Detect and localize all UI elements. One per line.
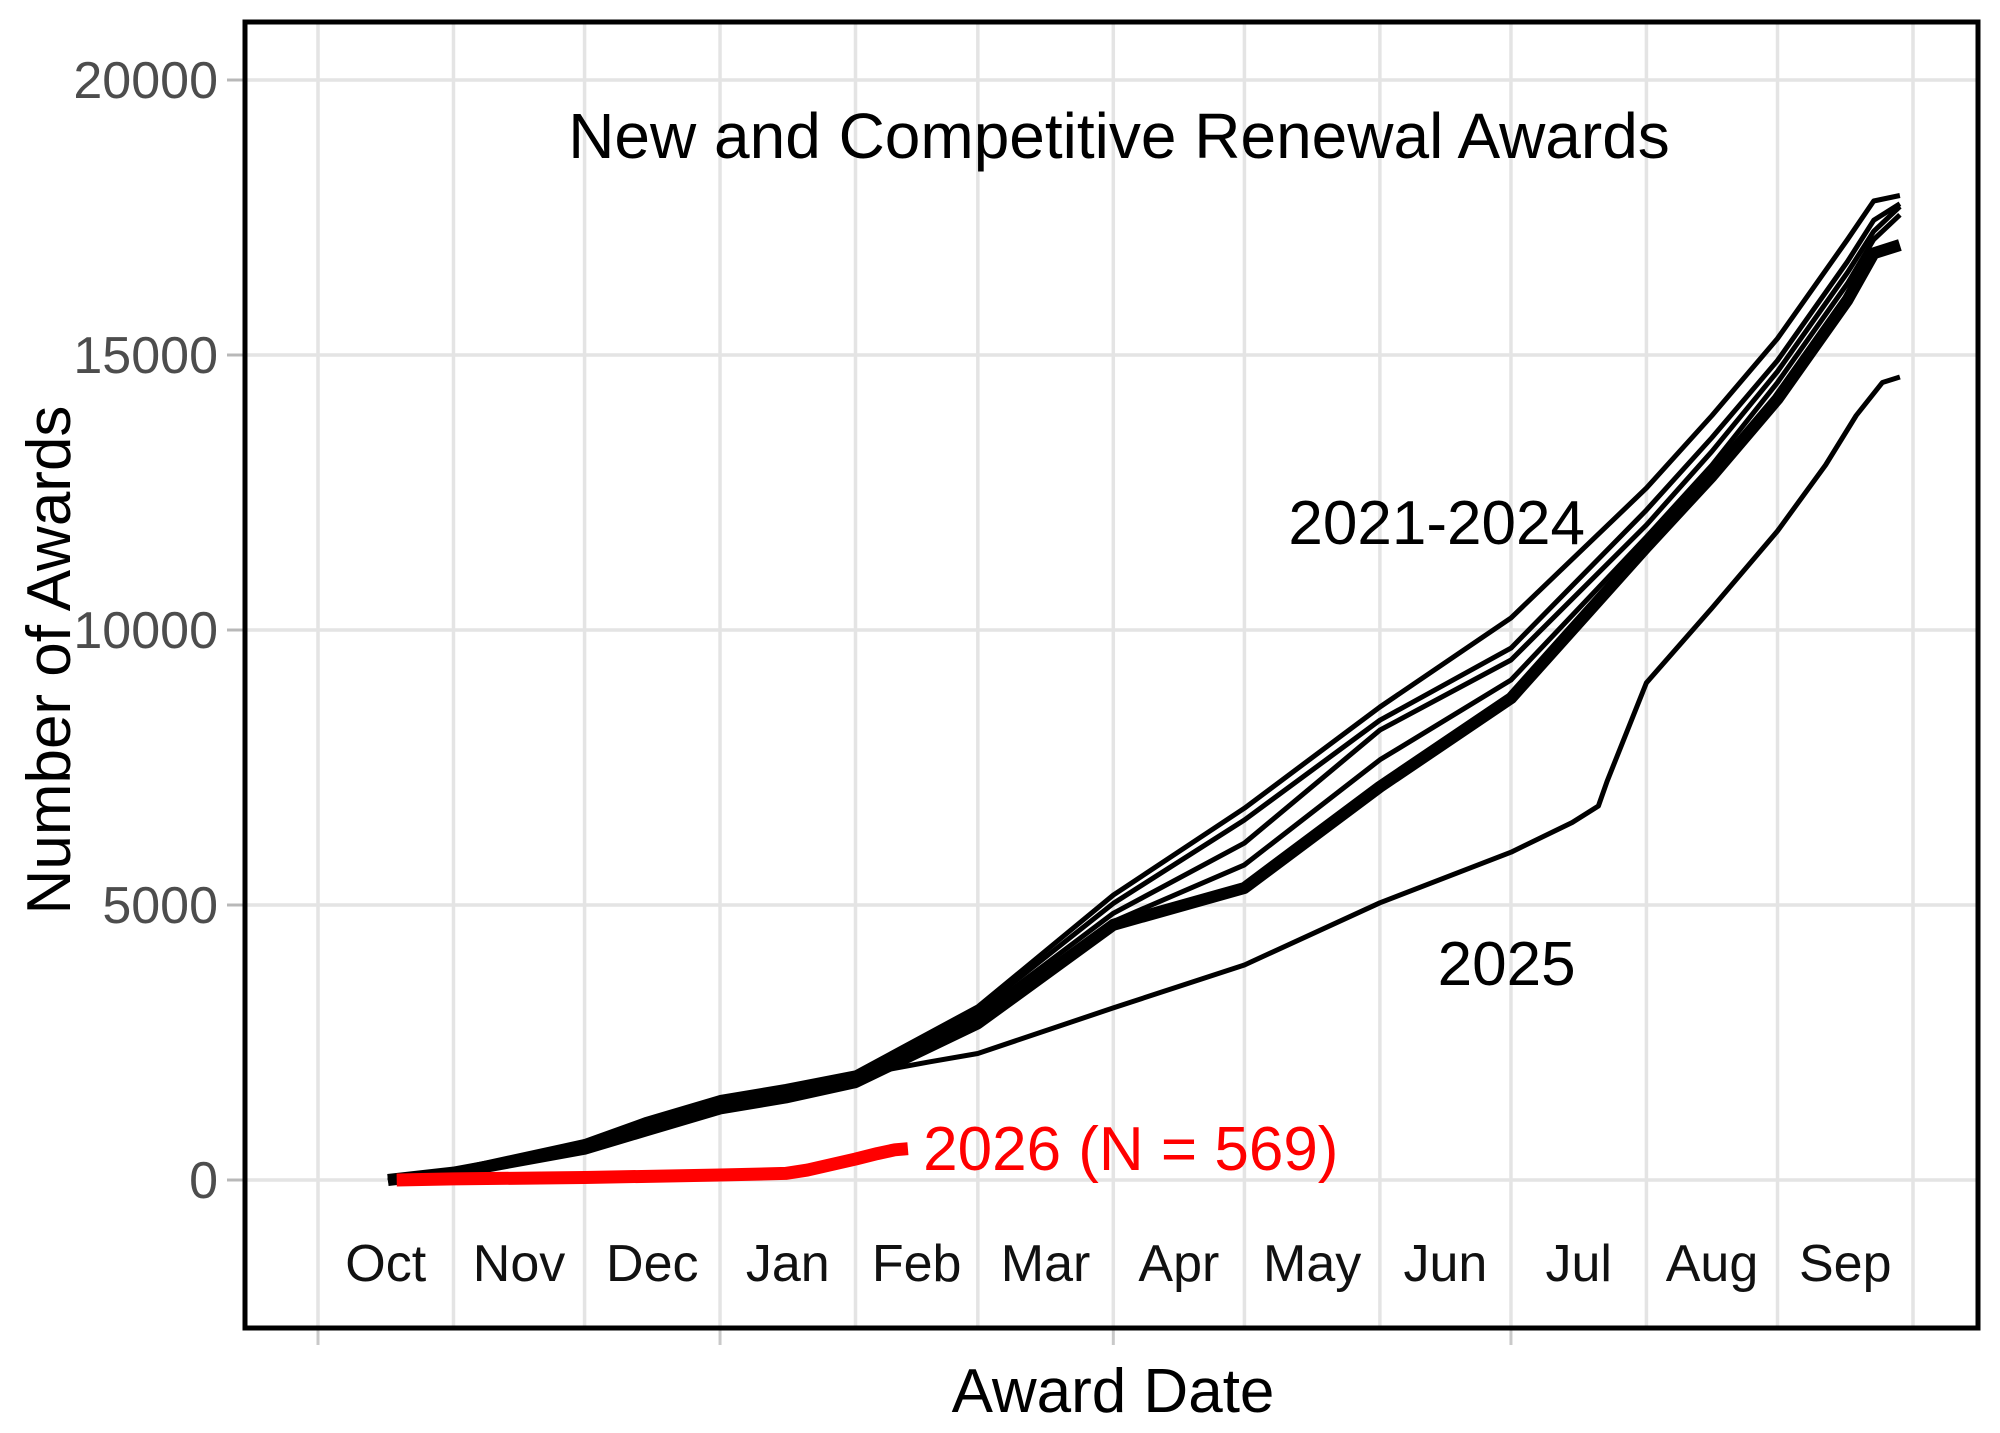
y-tick-label: 20000 [73, 52, 218, 110]
x-tick-label: Jun [1404, 1235, 1488, 1293]
x-tick-label: Jul [1545, 1235, 1611, 1293]
x-tick-label: May [1263, 1235, 1361, 1293]
x-tick-label: Dec [606, 1235, 698, 1293]
tick-layer: 0 5000 10000 15000 20000 [73, 52, 1513, 1345]
x-tick-label: Nov [473, 1235, 565, 1293]
x-tick-label: Mar [1001, 1235, 1091, 1293]
y-axis-title: Number of Awards [15, 406, 84, 915]
x-axis-title: Award Date [952, 1357, 1275, 1426]
series-line-fy-2021-2024-c [387, 204, 1902, 1183]
annotation-label-2021-2024: 2021-2024 [1288, 489, 1585, 558]
series-line-fy-2021-2024-thick [387, 239, 1902, 1186]
series-line-fy-2021-2024-b [387, 201, 1902, 1183]
series-line-fy-2021-2024-d [387, 212, 1902, 1183]
y-tick-label: 15000 [73, 327, 218, 385]
x-tick-label: Sep [1799, 1235, 1892, 1293]
plot-panel-border [242, 19, 1981, 1331]
x-tick-label: Aug [1666, 1235, 1759, 1293]
annotation-label-2025: 2025 [1438, 930, 1576, 999]
annotation-label-2026: 2026 (N = 569) [923, 1115, 1338, 1184]
y-tick-label: 5000 [102, 877, 218, 935]
y-tick-label: 10000 [73, 602, 218, 660]
x-tick-label: Oct [345, 1235, 426, 1293]
x-tick-label: Apr [1138, 1235, 1219, 1293]
series-line-fy-2025 [387, 374, 1901, 1183]
x-tick-label: Feb [872, 1235, 962, 1293]
series-line-fy-2021-2024-a [387, 193, 1901, 1183]
x-tick-label: Jan [746, 1235, 830, 1293]
grid-layer [245, 22, 1978, 1328]
axis-label-layer: Oct Nov Dec Jan Feb Mar Apr May Jun Jul Aug Sep [345, 1235, 1891, 1293]
y-tick-label: 0 [189, 1152, 218, 1210]
chart-title: New and Competitive Renewal Awards [568, 100, 1670, 172]
series-line-fy-2026 [396, 1142, 909, 1187]
annotation-layer: 2021-2024 2025 2026 (N = 569) [923, 489, 1585, 1184]
series-layer [387, 193, 1902, 1187]
